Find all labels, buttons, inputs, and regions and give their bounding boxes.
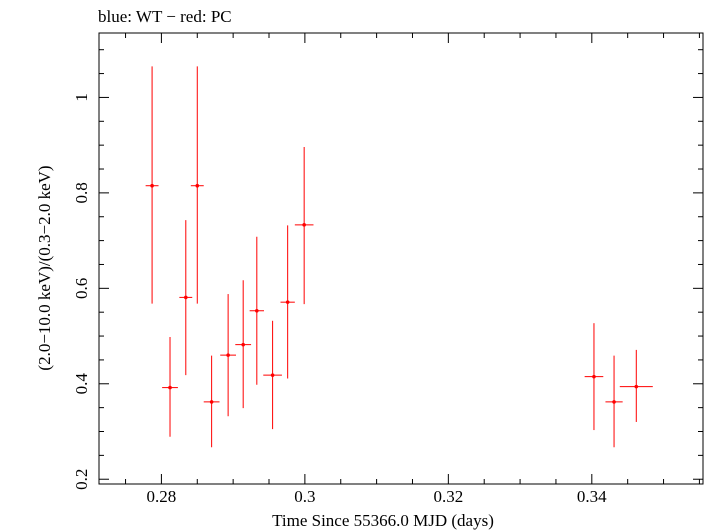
x-axis-label: Time Since 55366.0 MJD (days) [272, 511, 494, 530]
x-tick-label: 0.32 [433, 487, 463, 506]
plot-frame [98, 32, 704, 485]
y-tick-label: 0.6 [72, 278, 91, 299]
point-marker [168, 385, 172, 390]
point-marker [226, 353, 230, 357]
point-marker [195, 183, 200, 188]
point-marker [150, 183, 154, 188]
point-marker [302, 223, 306, 227]
x-tick-label: 0.28 [147, 487, 177, 506]
data-point [220, 294, 237, 417]
y-axis-label: (2.0−10.0 keV)/(0.3−2.0 keV) [35, 165, 54, 370]
y-tick-label: 1 [72, 93, 91, 102]
y-tick-label: 0.2 [72, 469, 91, 490]
x-tick-label: 0.34 [577, 487, 607, 506]
data-point [145, 66, 159, 304]
x-tick-label: 0.3 [294, 487, 315, 506]
data-point [584, 323, 604, 431]
point-marker [612, 400, 616, 404]
point-marker [634, 384, 639, 389]
point-marker [285, 300, 290, 304]
point-marker [183, 295, 188, 300]
data-point [162, 337, 178, 437]
data-point [294, 147, 314, 305]
data-point [179, 220, 193, 376]
y-tick-label: 0.4 [72, 373, 91, 395]
y-tick-label: 0.8 [72, 182, 91, 203]
point-marker [209, 400, 214, 404]
data-point [203, 355, 220, 448]
axis-ticks: 0.2 0.4 0.6 0.8 1 0.28 0.3 0.32 0.34 [72, 33, 703, 506]
chart-title: blue: WT − red: PC [98, 7, 232, 26]
data-point [619, 349, 653, 422]
data-point [263, 320, 282, 430]
data-points [145, 66, 653, 448]
data-point [249, 236, 264, 385]
point-marker [270, 373, 275, 377]
point-marker [592, 374, 596, 379]
point-marker [241, 342, 245, 347]
data-point [280, 225, 295, 379]
data-point [235, 280, 252, 409]
point-marker [255, 308, 259, 313]
data-point [190, 66, 204, 304]
data-point [605, 355, 623, 448]
